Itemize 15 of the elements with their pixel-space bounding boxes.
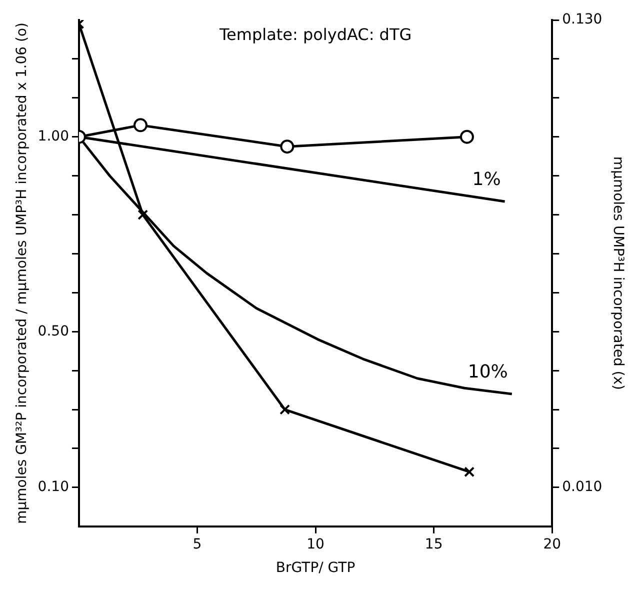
y2-tick-label: 0.130 (562, 12, 602, 28)
x-tick-label: 10 (306, 536, 324, 552)
y-tick-label: 0.50 (38, 323, 69, 340)
x-tick-label: 15 (424, 536, 443, 552)
y2-axis-title: mμmoles UMP³H incorporated (x) (610, 156, 626, 390)
y-axis-title: mμmoles GM³²P incorporated / mμmoles UMP³H incorporated x 1.06 (o) (14, 22, 30, 524)
y-tick-label: 0.10 (38, 479, 69, 496)
annotation: Template: polydAC: dTG (218, 25, 412, 44)
series-label: 10% (468, 362, 508, 383)
x-tick-label: 20 (543, 536, 562, 552)
y-tick-label: 1.00 (38, 128, 69, 144)
y2-tick-label: 0.010 (562, 479, 602, 496)
series-label: 1% (472, 169, 501, 190)
x-axis-title: BrGTP/ GTP (276, 560, 356, 576)
x-tick-label: 5 (192, 536, 202, 552)
